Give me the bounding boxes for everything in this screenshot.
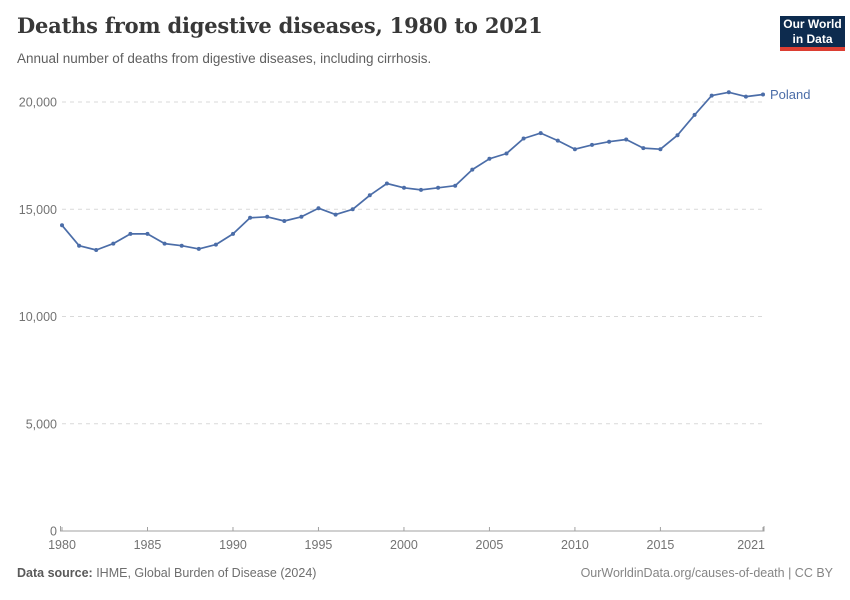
y-axis-tick-label: 0 [50,525,57,539]
data-point[interactable] [521,136,526,141]
data-point[interactable] [196,246,201,251]
x-axis-tick-label: 1980 [48,538,76,552]
data-point[interactable] [504,151,509,156]
data-point[interactable] [555,138,560,143]
data-point[interactable] [726,90,731,95]
x-axis-tick-label: 2015 [647,538,675,552]
x-axis-tick-label: 2000 [390,538,418,552]
data-point[interactable] [77,243,82,248]
owid-logo[interactable]: Our World in Data [780,16,845,51]
series-line-poland[interactable] [61,91,764,251]
data-point[interactable] [316,206,321,211]
data-point[interactable] [402,185,406,190]
data-point[interactable] [624,137,629,142]
data-point[interactable] [60,223,64,228]
data-point[interactable] [179,243,184,248]
data-point[interactable] [213,242,218,247]
data-point[interactable] [265,214,270,219]
chart-title: Deaths from digestive diseases, 1980 to … [17,13,543,38]
data-point[interactable] [487,156,492,161]
data-point[interactable] [419,187,423,192]
data-point[interactable] [350,207,355,212]
data-point[interactable] [572,147,577,152]
data-point[interactable] [641,146,646,151]
data-point[interactable] [590,142,594,147]
data-point[interactable] [453,183,458,188]
data-source-label: Data source: [17,566,93,580]
x-axis-tick-label: 1990 [219,538,247,552]
y-axis-tick-label: 10,000 [19,310,57,324]
data-point[interactable] [709,93,714,98]
data-point[interactable] [145,231,150,236]
chart-subtitle: Annual number of deaths from digestive d… [17,51,432,66]
series-label-poland[interactable]: Poland [770,87,810,102]
data-point[interactable] [436,185,441,190]
data-source-text: IHME, Global Burden of Disease (2024) [92,566,317,580]
data-point[interactable] [128,231,133,236]
data-point[interactable] [384,181,389,186]
data-point[interactable] [111,241,116,246]
data-point[interactable] [607,139,612,144]
owid-logo-line2: in Data [792,31,833,46]
data-point[interactable] [162,241,167,246]
data-point[interactable] [94,248,99,252]
data-source: Data source: IHME, Global Burden of Dise… [17,566,316,580]
data-point[interactable] [538,131,543,136]
x-axis-tick-label: 2005 [476,538,504,552]
data-point[interactable] [692,112,697,117]
credit-link[interactable]: OurWorldinData.org/causes-of-death | CC … [580,566,833,580]
data-point[interactable] [367,193,372,198]
x-axis-tick-label: 2010 [561,538,589,552]
x-axis-tick-label: 1985 [134,538,162,552]
y-axis-tick-label: 5,000 [26,417,57,431]
data-point[interactable] [470,167,475,172]
x-axis-tick-label: 1995 [305,538,333,552]
data-point[interactable] [282,219,287,223]
data-point[interactable] [231,231,235,236]
data-point[interactable] [248,215,253,220]
line-chart[interactable]: 0 5,000 10,000 15,000 20,000 1980 1985 1990 1995… [0,0,850,560]
data-point[interactable] [675,133,680,138]
data-point[interactable] [658,147,663,152]
data-point[interactable] [299,214,304,219]
y-axis-tick-label: 20,000 [19,96,57,110]
data-point[interactable] [761,92,765,97]
owid-logo-line1: Our World [783,17,842,32]
data-point[interactable] [333,212,338,217]
y-axis-tick-label: 15,000 [19,203,57,217]
data-point[interactable] [743,94,748,99]
x-axis-tick-label: 2021 [737,538,765,552]
chart-footer: Data source: IHME, Global Burden of Dise… [17,566,833,580]
